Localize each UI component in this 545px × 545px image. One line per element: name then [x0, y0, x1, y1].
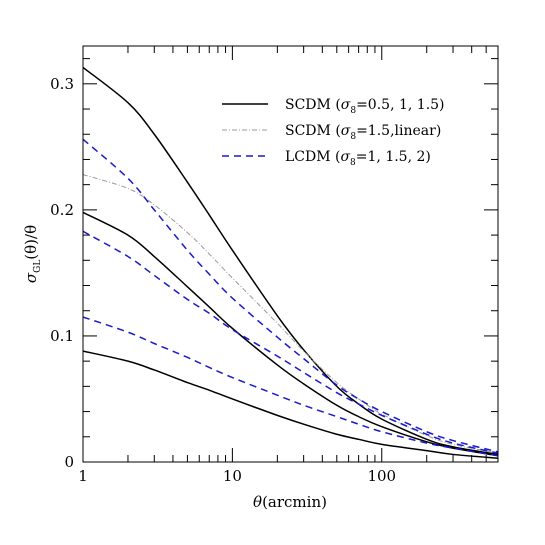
series-scdm-sigma8-1-5	[83, 66, 498, 456]
series-layer	[83, 66, 498, 459]
y-tick-label: 0.3	[50, 75, 74, 93]
series-scdm-sigma8-1	[83, 211, 498, 457]
legend-label-scdm: SCDM (σ8=0.5, 1, 1.5)	[285, 97, 445, 116]
legend-label-linear: SCDM (σ8=1.5,linear)	[285, 123, 441, 142]
x-axis-label: θ(arcmin)	[253, 493, 327, 511]
x-tick-label: 1	[78, 467, 88, 485]
series-linear-sigma8-1-5	[83, 174, 498, 454]
plot-frame	[82, 45, 499, 463]
series-lcdm-sigma8-1	[83, 316, 498, 457]
series-lcdm-sigma8-1-5	[83, 230, 498, 454]
x-tick-label: 100	[367, 467, 396, 485]
x-tick-label: 10	[223, 467, 242, 485]
y-tick-label: 0	[64, 453, 74, 471]
series-lcdm-sigma8-2	[83, 138, 498, 453]
y-tick-label: 0.1	[50, 327, 74, 345]
y-tick-label: 0.2	[50, 201, 74, 219]
legend-label-lcdm: LCDM (σ8=1, 1.5, 2)	[285, 149, 431, 168]
ticks-layer	[82, 46, 499, 463]
y-axis-label: σGL(θ)/θ	[22, 225, 43, 283]
tick-labels-layer: 1 10 100 0 0.1 0.2 0.3	[50, 75, 396, 485]
legend: SCDM (σ8=0.5, 1, 1.5) SCDM (σ8=1.5,linear…	[222, 97, 445, 168]
series-scdm-sigma8-0-5	[83, 350, 498, 459]
